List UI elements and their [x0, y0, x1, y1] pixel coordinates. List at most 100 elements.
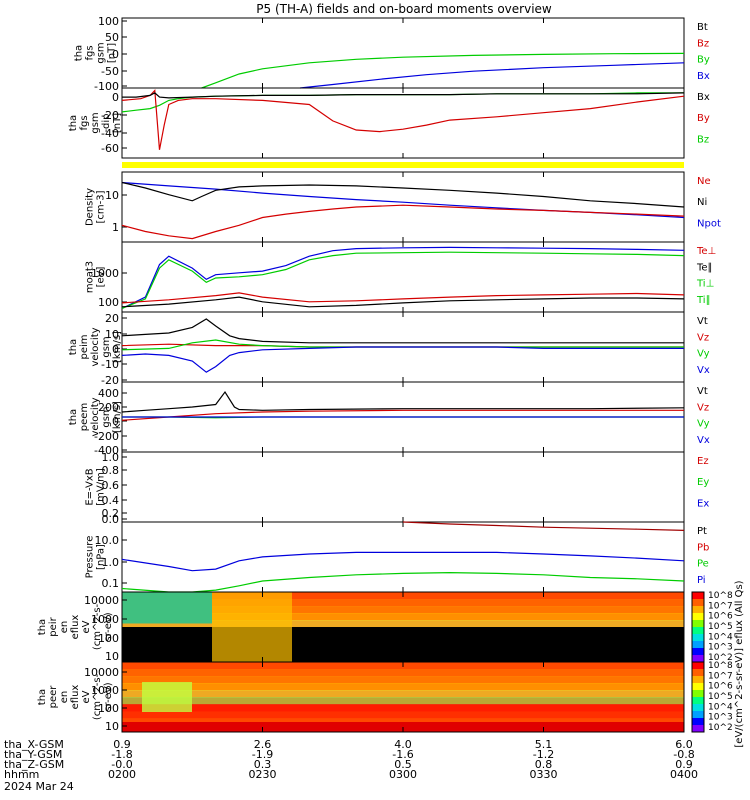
y-axis-label: peim: [79, 334, 90, 359]
spectrogram-band: [122, 697, 684, 705]
y-tick-label: 10: [105, 650, 119, 663]
colorbar-tick: 10^8: [708, 661, 733, 671]
y-axis-label: sr-eV): [103, 682, 114, 711]
y-tick-label: 10: [105, 720, 119, 733]
y-tick-label: 1000: [91, 267, 119, 280]
y-tick-label: 0.0: [102, 513, 120, 526]
colorbar-tick: 10^7: [708, 601, 733, 611]
legend-entry: Vx: [697, 365, 710, 376]
y-tick-label: 10: [105, 189, 119, 202]
series-Bx: [122, 92, 685, 99]
colorbar-tick: 10^3: [708, 643, 733, 653]
legend-entry: Pi: [697, 575, 706, 586]
legend-entry: Pe: [697, 559, 709, 570]
spectrogram-noise-floor: [122, 627, 684, 662]
xaxis-value: 0.5: [394, 758, 412, 771]
colorbar-swatch: [692, 648, 704, 656]
colorbar-frame: [691, 661, 705, 733]
y-tick-label: 0.1: [102, 577, 120, 590]
y-tick-label: 100: [98, 15, 119, 28]
xaxis-value: 6.0: [675, 738, 693, 751]
y-tick-label: -50: [101, 65, 119, 78]
series-Ne: [121, 204, 685, 240]
spectrogram-band: [122, 683, 684, 691]
panel-peim_velocity: 20 10 0 -10 -20 tha peim velocity gsm [km/s] Vt Vz V…: [68, 311, 710, 387]
panel-fgs_gsm_dip: 0 -20 -40 -60 tha fgs gsm -dip [nT] Bx By Bz: [68, 87, 710, 159]
xaxis-value: 0230: [249, 768, 277, 781]
y-tick-label: 400: [98, 387, 119, 400]
series-Ti∥: [121, 251, 685, 309]
series-Ti⊥: [121, 246, 685, 309]
spectrogram-feature: [212, 592, 292, 662]
panel-peer_spectrogram: 10000 1000 100 10 tha peer en eflux eV (cm^2-s-sr…: [37, 661, 685, 733]
xaxis-value: -1.6: [392, 748, 413, 761]
y-axis-label: fgs: [79, 115, 90, 130]
legend-entry: Vy: [697, 419, 710, 430]
y-tick-label: 0.2: [102, 507, 120, 520]
series-By: [121, 89, 685, 150]
spectrogram-band: [122, 690, 684, 698]
spectrogram-band: [122, 599, 684, 607]
y-tick-label: 20: [105, 312, 119, 325]
legend-entry: Pb: [697, 542, 709, 553]
colorbar-swatch: [692, 697, 704, 705]
legend-entry: Bx: [697, 92, 710, 103]
y-axis-label: en: [59, 621, 70, 634]
xaxis-value: -0.0: [111, 758, 132, 771]
legend-entry: Ez: [697, 456, 709, 467]
colorbar-swatch: [692, 655, 704, 663]
y-axis-label: fgs: [85, 45, 96, 60]
y-tick-label: 1: [112, 221, 119, 234]
colorbar-swatch: [692, 592, 704, 600]
legend-entry: Vt: [697, 386, 708, 397]
y-tick-label: -20: [101, 109, 119, 122]
colorbar-swatch: [692, 683, 704, 691]
y-axis-label: gsm: [90, 112, 101, 133]
y-axis-label: tha: [37, 689, 48, 705]
colorbar-swatch: [692, 676, 704, 684]
colorbar-tick: 10^6: [708, 682, 733, 692]
y-axis-label: peem: [79, 403, 90, 431]
colorbar-swatch: [692, 627, 704, 635]
y-axis-label: [km/s]: [112, 401, 123, 433]
y-tick-label: -20: [101, 374, 119, 387]
y-axis-label: tha: [37, 619, 48, 635]
legend-entry: Te∥: [696, 262, 713, 273]
legend-entry: Vz: [697, 402, 709, 413]
legend-entry: Npot: [697, 218, 721, 229]
colorbar-tick: 10^4: [708, 632, 733, 642]
xaxis-value: 0.9: [113, 738, 131, 751]
colorbar-swatch: [692, 711, 704, 719]
colorbar-swatch: [692, 662, 704, 670]
y-tick-label: 0: [112, 343, 119, 356]
y-axis-label: gsm: [96, 42, 107, 63]
colorbar-tick: 10^8: [708, 591, 733, 601]
spectrogram-band: [122, 613, 684, 621]
colorbar-swatch: [692, 704, 704, 712]
legend-entry: Te⊥: [696, 246, 716, 257]
series-Bz: [121, 92, 684, 113]
y-tick-label: 100: [98, 296, 119, 309]
colorbar-tick: 10^7: [708, 671, 733, 681]
y-tick-label: 200: [98, 401, 119, 414]
y-tick-label: -40: [101, 127, 119, 140]
panel-frame: [121, 451, 685, 523]
xaxis-value: 0300: [389, 768, 417, 781]
spectrogram-feature: [142, 682, 192, 712]
spectrogram-band: [122, 669, 684, 677]
spectrogram-band: [122, 704, 684, 712]
xaxis-value: 4.0: [394, 738, 412, 751]
colorbar-label: [eV/(cm^2-s-sr-eV)] eflux (All Qs): [734, 580, 745, 747]
series-By: [201, 52, 685, 89]
y-tick-label: 1000: [91, 613, 119, 626]
y-axis-label: [mV/m]: [96, 468, 107, 506]
legend-entry: Ti∥: [696, 295, 711, 306]
panel-density: 10 1 Density [cm-3] Ne Ni Npot: [85, 171, 721, 243]
series-Pb: [402, 521, 685, 531]
y-axis-label: (cm^2-s-: [92, 673, 103, 720]
y-tick-label: -10: [101, 358, 119, 371]
y-tick-label: 10000: [84, 666, 119, 679]
y-tick-label: 1.0: [102, 451, 120, 464]
